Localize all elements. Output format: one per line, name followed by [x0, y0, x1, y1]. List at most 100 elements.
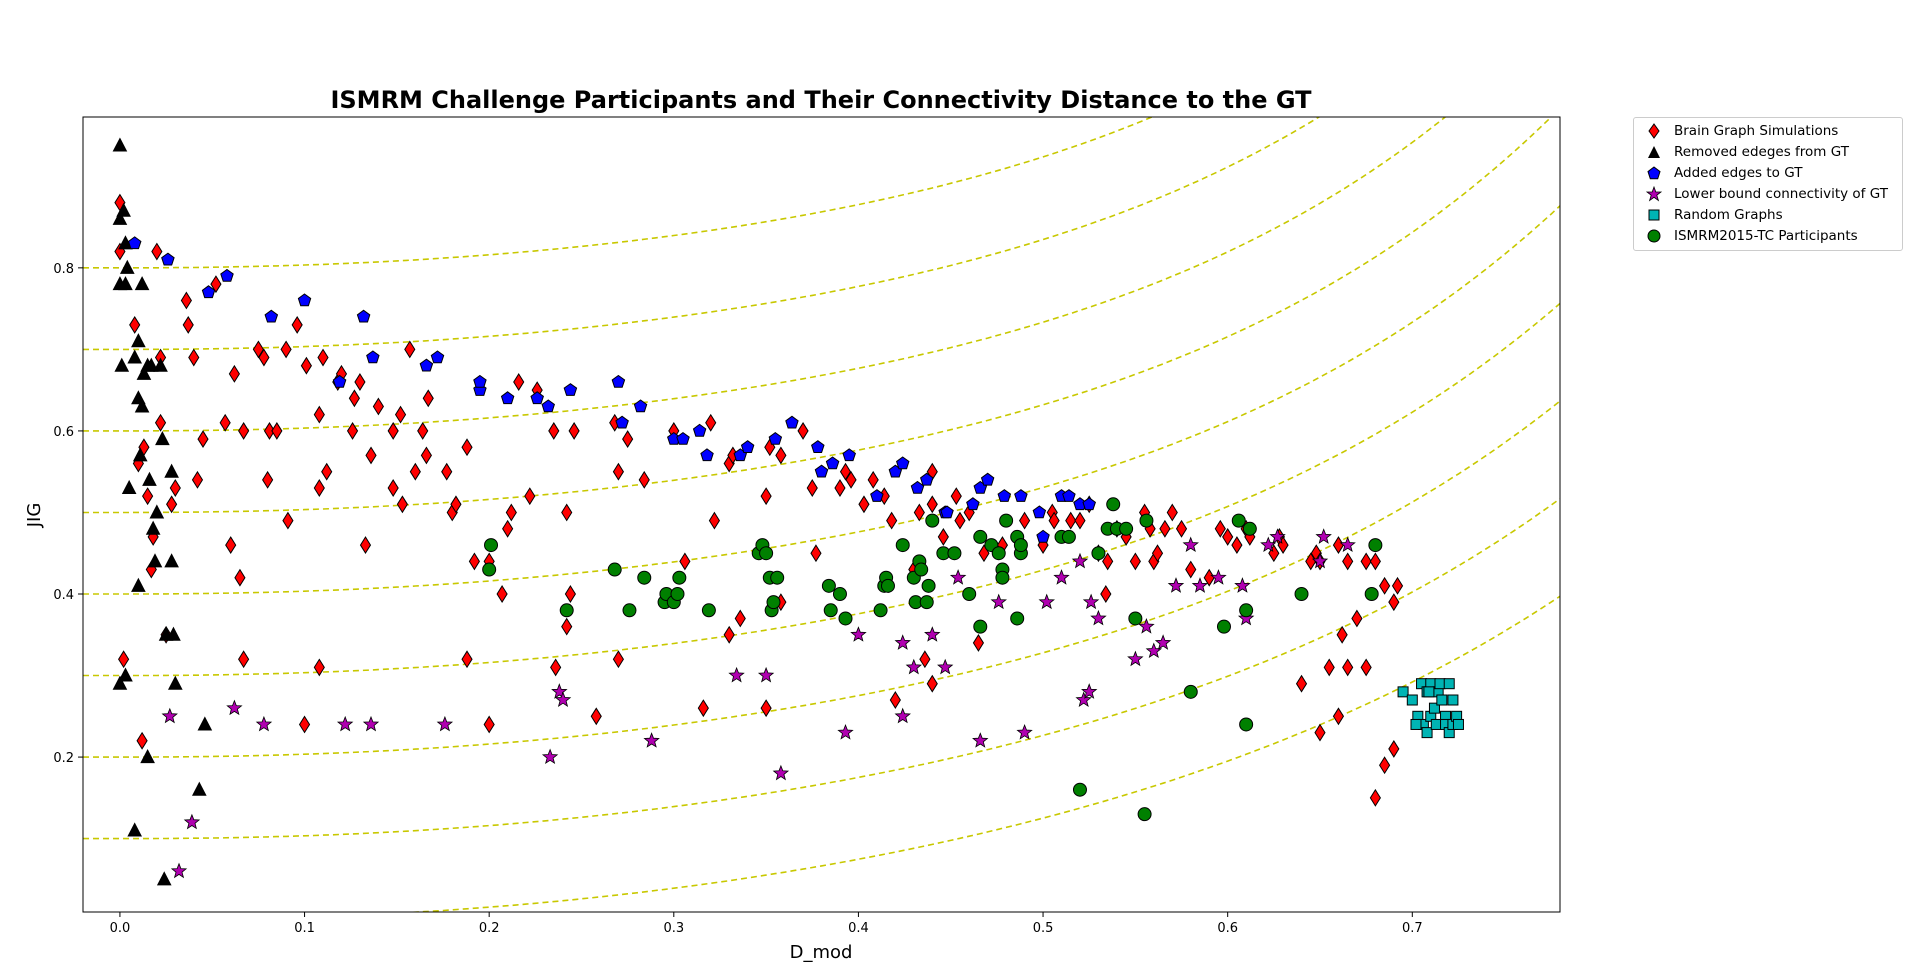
pentagon-point	[814, 464, 829, 478]
legend-item-random-graphs: Random Graphs	[1634, 204, 1902, 225]
circle-point	[1137, 807, 1152, 822]
triangle-point	[167, 675, 183, 690]
star-point	[949, 569, 967, 585]
square-point	[1430, 718, 1442, 730]
diamond-point	[394, 405, 407, 424]
diamond-point	[564, 585, 576, 603]
pentagon-point	[692, 423, 707, 437]
circle-point	[1072, 782, 1087, 797]
diamond-point	[166, 495, 178, 514]
series-0	[114, 193, 1404, 807]
pentagon-point	[297, 293, 312, 307]
diamond-point	[561, 503, 573, 522]
diamond-point	[1166, 503, 1178, 522]
circle-point	[1183, 684, 1198, 699]
pentagon-point	[563, 383, 578, 396]
contour-line	[83, 400, 1560, 758]
circle-point	[1106, 497, 1121, 512]
series-5	[482, 497, 1383, 822]
diamond-point	[188, 348, 200, 367]
diamond-point	[225, 536, 237, 555]
diamond-point	[1391, 576, 1404, 595]
diamond-point	[409, 462, 421, 481]
pentagon-point	[332, 374, 347, 388]
square-point	[1406, 694, 1418, 706]
diamond-point	[1351, 609, 1363, 628]
diamond-point	[1151, 544, 1164, 563]
diamond-point	[638, 470, 650, 489]
star-point	[1053, 569, 1070, 585]
triangle-point	[153, 357, 168, 372]
diamond-point	[317, 348, 329, 367]
diamond-point	[926, 674, 938, 693]
series-2	[127, 236, 1096, 543]
triangle-point	[142, 471, 157, 486]
diamond-point	[461, 650, 473, 669]
circle-point	[484, 538, 499, 553]
star-point	[1237, 609, 1255, 626]
diamond-point	[1342, 658, 1354, 677]
contour-line	[83, 117, 1154, 269]
x-tick-label: 0.5	[1033, 921, 1054, 936]
legend-item-brain-graph: Brain Graph Simulations	[1634, 120, 1902, 141]
diamond-point	[1369, 788, 1381, 807]
diamond-point	[1222, 527, 1234, 546]
circle-point	[873, 603, 888, 618]
triangle-point	[197, 716, 213, 731]
diamond-point	[937, 527, 949, 546]
pentagon-point	[740, 440, 755, 453]
pentagon-point	[870, 489, 884, 502]
circle-point	[947, 546, 962, 561]
legend: Brain Graph Simulations Removed edeges f…	[1633, 117, 1903, 251]
star-point	[1038, 593, 1055, 610]
diamond-point	[169, 479, 181, 497]
diamond-point	[182, 315, 194, 334]
star-point	[170, 862, 188, 879]
circle-point	[838, 611, 853, 626]
diamond-point	[760, 487, 772, 506]
diamond-point	[954, 511, 966, 530]
triangle-point	[166, 626, 181, 641]
diamond-point	[839, 462, 852, 481]
triangle-point	[127, 822, 143, 837]
diamond-point	[346, 421, 359, 440]
triangle-point	[112, 210, 128, 225]
diamond-point	[483, 715, 495, 734]
diamond-point	[926, 495, 938, 514]
pentagon-point	[825, 456, 840, 470]
pentagon-point	[896, 456, 910, 470]
star-point	[541, 748, 559, 764]
star-point	[837, 723, 854, 740]
circle-point	[821, 578, 836, 593]
circle-point	[1128, 611, 1143, 626]
square-point	[1397, 686, 1409, 698]
diamond-point	[513, 373, 525, 391]
star-point	[1145, 642, 1163, 658]
star-point	[894, 707, 911, 724]
square-point	[1452, 718, 1464, 730]
star-point	[1127, 650, 1144, 667]
star-point	[362, 715, 380, 732]
diamond-point	[1336, 625, 1348, 644]
pentagon-point	[615, 415, 629, 429]
diamond-point	[468, 552, 480, 571]
square-point	[1447, 694, 1459, 706]
legend-label: Lower bound connectivity of GT	[1674, 185, 1888, 202]
diamond-point	[834, 479, 846, 497]
diamond-point	[1129, 552, 1141, 571]
pentagon-point	[419, 358, 434, 372]
y-tick-label: 0.2	[53, 751, 74, 766]
star-point	[1315, 528, 1332, 544]
pentagon-point	[633, 399, 648, 413]
circle-point	[770, 570, 785, 585]
star-point	[1269, 528, 1286, 544]
diamond-point	[420, 446, 432, 465]
diamond-point	[972, 633, 985, 652]
legend-label: Added edges to GT	[1674, 164, 1803, 181]
star-point	[1082, 593, 1100, 610]
triangle-marker-icon	[1634, 141, 1674, 162]
triangle-point	[119, 259, 135, 274]
square-point	[1443, 678, 1455, 690]
star-point	[643, 732, 660, 748]
circle-point	[607, 562, 622, 577]
